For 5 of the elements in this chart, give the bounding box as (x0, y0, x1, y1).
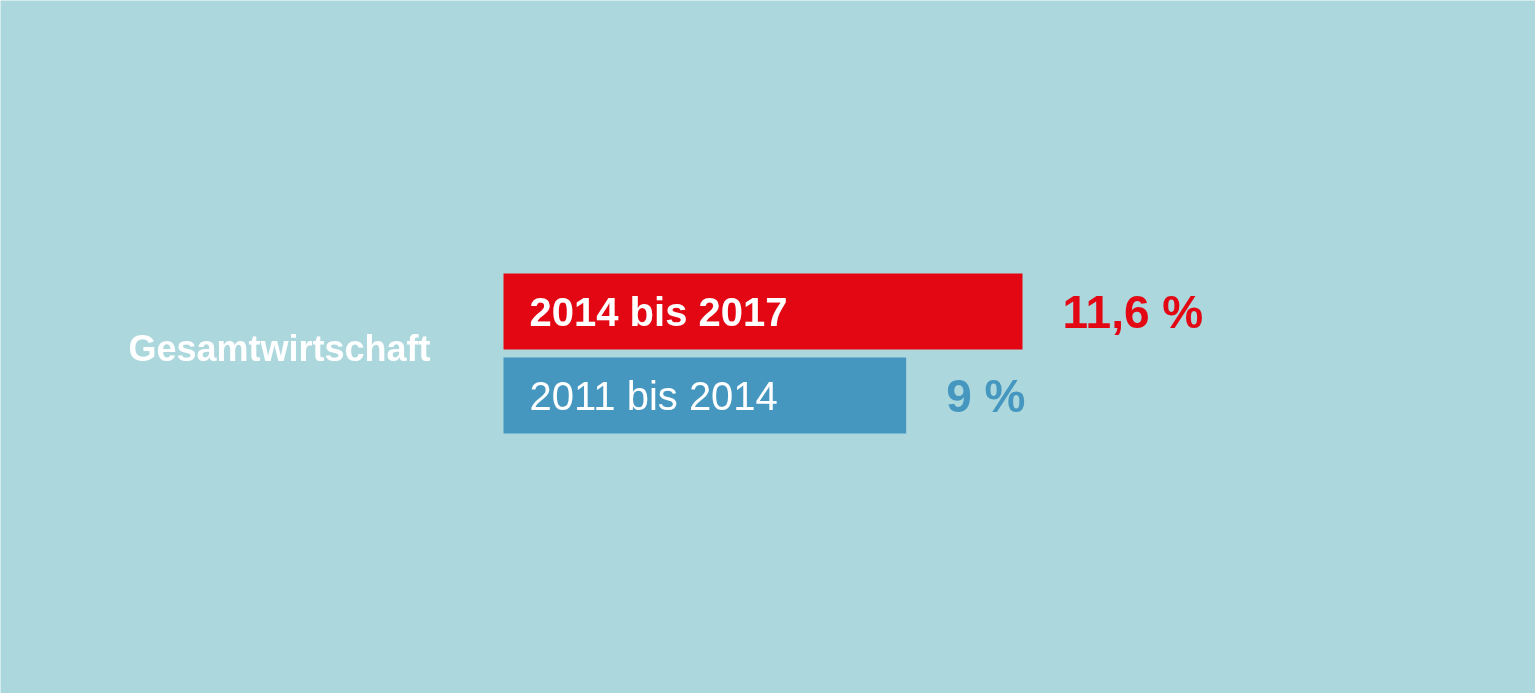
data-label: 9 % (946, 369, 1026, 422)
data-label: 11,6 % (1062, 285, 1204, 338)
y-tick-label: 2011 bis 2014 (529, 373, 778, 418)
y-tick-label: 2014 bis 2017 (529, 289, 788, 334)
text: Gesamtwirtschaft (128, 328, 431, 369)
